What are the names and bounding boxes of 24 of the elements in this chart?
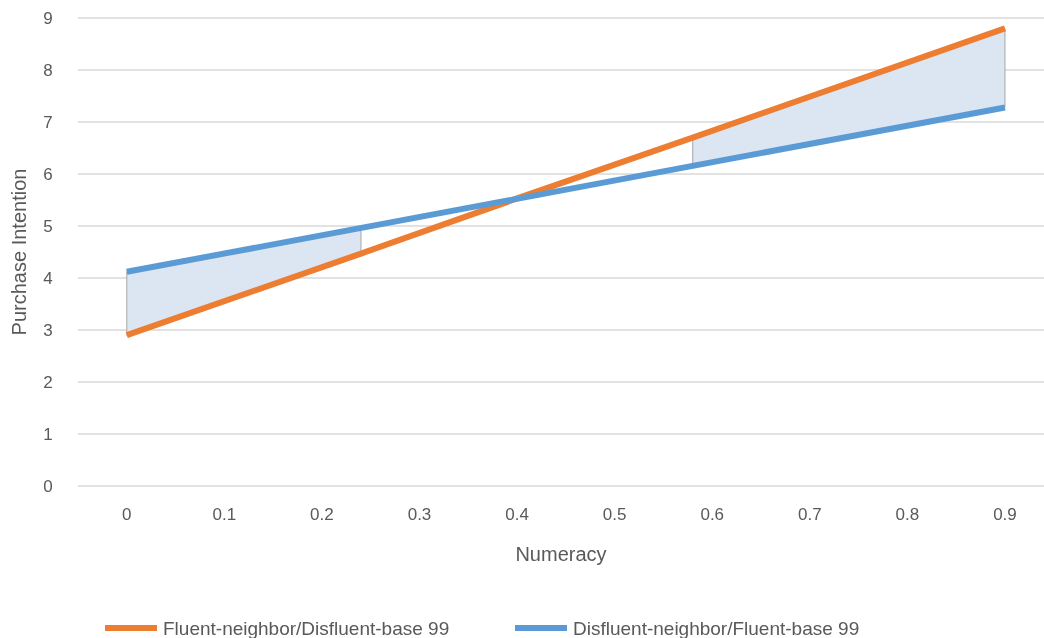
x-tick-label: 0.3	[407, 505, 432, 524]
y-tick-label: 8	[43, 60, 53, 80]
y-tick-label: 9	[43, 8, 53, 28]
y-tick-label: 2	[43, 372, 53, 392]
legend-label: Disfluent-neighbor/Fluent-base 99	[573, 617, 860, 638]
x-tick-label: 0.7	[798, 505, 822, 524]
x-tick-label: 0.9	[993, 505, 1017, 524]
x-tick-label: 0.8	[895, 505, 920, 524]
x-tick-label: 0.1	[212, 505, 237, 524]
y-tick-label: 0	[43, 476, 53, 496]
y-tick-label: 3	[43, 320, 53, 340]
y-tick-label: 4	[43, 268, 53, 288]
y-tick-label: 6	[43, 164, 53, 184]
x-tick-label: 0.4	[505, 505, 529, 524]
x-axis-title: Numeracy	[515, 543, 607, 565]
x-tick-label: 0.6	[700, 505, 725, 524]
x-tick-label: 0.2	[310, 505, 334, 524]
y-tick-label: 7	[43, 112, 53, 132]
x-tick-label: 0	[122, 505, 132, 524]
x-tick-label: 0.5	[602, 505, 627, 524]
y-tick-label: 1	[43, 424, 53, 444]
y-tick-label: 5	[43, 216, 53, 236]
legend-label: Fluent-neighbor/Disfluent-base 99	[163, 617, 450, 638]
y-axis-title: Purchase Intention	[8, 168, 30, 336]
